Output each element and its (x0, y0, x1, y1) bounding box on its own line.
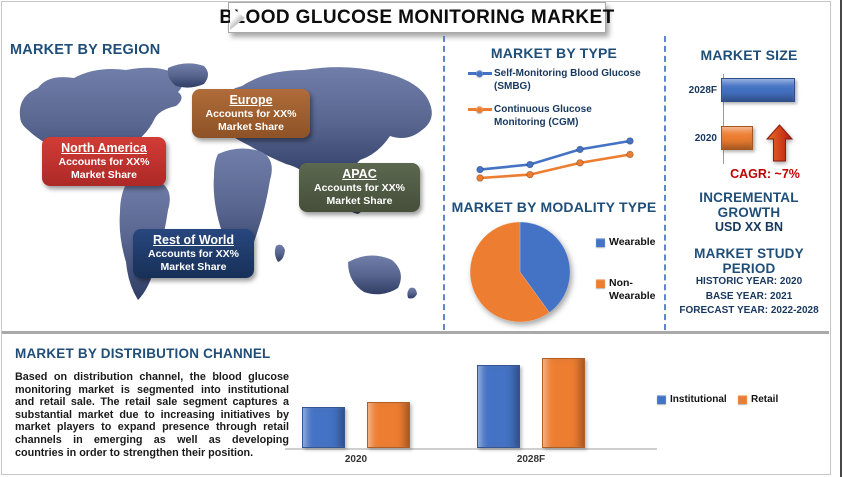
x-axis-label-2028f: 2028F (516, 454, 546, 465)
forecast-year: FORECAST YEAR: 2022-2028 (679, 305, 819, 316)
historic-year: HISTORIC YEAR: 2020 (695, 276, 803, 287)
modality-section-heading: MARKET BY MODALITY TYPE (451, 199, 657, 215)
legend-label: Non-Wearable (609, 277, 656, 302)
page-title: BLOOD GLUCOSE MONITORING MARKET (219, 6, 615, 28)
region-callout-apac: APAC Accounts for XX% Market Share (299, 163, 420, 212)
region-share-line: Accounts for XX% (58, 156, 150, 168)
modality-pie-chart (469, 221, 571, 323)
region-callout-europe: Europe Accounts for XX% Market Share (192, 89, 310, 138)
data-point (576, 159, 584, 167)
region-name: Europe (229, 93, 273, 107)
bar-2028f (721, 78, 795, 102)
separator-horizontal (2, 331, 829, 334)
legend-dot (476, 106, 483, 113)
region-callout-north-america: North America Accounts for XX% Market Sh… (42, 137, 166, 186)
legend-swatch (596, 238, 605, 247)
distribution-section-heading: MARKET BY DISTRIBUTION CHANNEL (15, 346, 271, 361)
region-section-heading: MARKET BY REGION (10, 42, 161, 58)
pie-slice-non-wearable (469, 221, 550, 323)
region-name: North America (61, 141, 147, 155)
region-share-line: Market Share (160, 260, 227, 273)
title-banner: BLOOD GLUCOSE MONITORING MARKET (219, 2, 614, 33)
bar-track (721, 126, 795, 150)
pie-slice-wearable (519, 221, 571, 313)
bar-track (721, 78, 795, 102)
line-marker-icon (468, 103, 492, 116)
x-axis-label-2020: 2020 (344, 454, 368, 465)
line-series (479, 139, 631, 171)
data-point (576, 145, 584, 154)
legend-swatch (657, 395, 666, 404)
type-line-chart (476, 137, 634, 182)
region-share-line: Accounts for XX% (147, 248, 239, 260)
x-axis-line (285, 448, 657, 450)
region-callout-rest-of-world: Rest of World Accounts for XX% Market Sh… (133, 229, 254, 278)
legend-label: Wearable (609, 236, 656, 248)
line-series (479, 153, 631, 180)
distribution-paragraph: Based on distribution channel, the blood… (15, 371, 289, 459)
legend-item-smbg: Self-Monitoring Blood Glucose (SMBG) (468, 67, 646, 93)
bar-retail-2028f (542, 358, 585, 448)
bar-institutional-2020 (302, 407, 345, 448)
growth-arrow-icon (766, 124, 793, 162)
base-year: BASE YEAR: 2021 (705, 290, 793, 302)
data-point (526, 170, 534, 179)
data-point (626, 150, 634, 159)
region-share-line: Market Share (71, 168, 137, 181)
region-share-line: Market Share (326, 194, 393, 207)
legend-item-retail: Retail (738, 393, 778, 406)
legend-label: Continuous Glucose Monitoring (CGM) (494, 104, 592, 128)
legend-swatch (738, 395, 747, 404)
data-point (476, 174, 484, 182)
region-name: APAC (342, 167, 377, 181)
incremental-growth-heading: INCREMENTAL GROWTH (699, 190, 799, 220)
right-edge-strip (840, 0, 842, 477)
separator-vertical-left (443, 36, 445, 330)
separator-vertical-right (664, 36, 666, 330)
region-share-line: Accounts for XX% (313, 182, 405, 194)
incremental-growth-value: USD XX BN (714, 220, 784, 234)
legend-item-non-wearable: Non-Wearable (596, 277, 667, 303)
market-size-axis (723, 74, 724, 164)
legend-dot (476, 70, 483, 77)
cagr-label: CAGR: ~7% (730, 167, 800, 181)
market-size-bar-row-2020: 2020 (668, 126, 830, 150)
region-share-line: Market Share (218, 120, 284, 133)
data-point (626, 137, 634, 145)
legend-swatch (596, 279, 605, 288)
bar-label: 2028F (688, 84, 717, 96)
legend-item-wearable: Wearable (596, 236, 667, 249)
data-point (526, 160, 534, 169)
legend-item-cgm: Continuous Glucose Monitoring (CGM) (468, 103, 646, 129)
legend-label: Institutional (670, 394, 727, 405)
bar-label: 2020 (694, 132, 717, 144)
bar-institutional-2028f (477, 365, 520, 448)
market-size-bar-row-2028f: 2028F (668, 78, 830, 102)
bar-retail-2020 (367, 402, 410, 448)
study-period-lines: HISTORIC YEAR: 2020 BASE YEAR: 2021 FORE… (660, 275, 838, 319)
market-size-heading: MARKET SIZE (700, 47, 798, 63)
legend-item-institutional: Institutional (657, 393, 727, 406)
data-point (476, 165, 484, 174)
bar-2020 (721, 126, 753, 150)
region-name: Rest of World (152, 233, 235, 247)
legend-label: Retail (751, 394, 779, 405)
legend-label: Self-Monitoring Blood Glucose (SMBG) (494, 68, 641, 92)
distribution-bar-chart: 2020 2028F (285, 338, 665, 468)
study-period-heading: MARKET STUDY PERIOD (694, 246, 804, 276)
region-share-line: Accounts for XX% (205, 108, 297, 120)
line-marker-icon (468, 67, 492, 80)
type-section-heading: MARKET BY TYPE (490, 45, 618, 61)
